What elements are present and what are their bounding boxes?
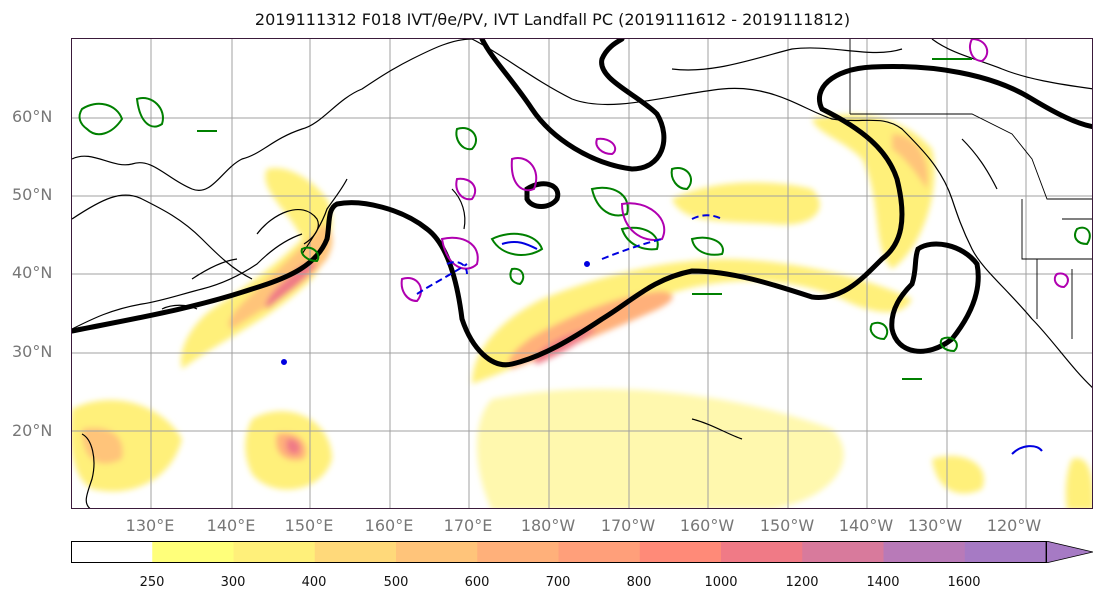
colorbar-cell <box>477 541 559 563</box>
lat-label-30n: 30°N <box>12 342 53 361</box>
lon-label-140e: 140°E <box>206 516 256 535</box>
ivt-band-central <box>472 259 912 384</box>
colorbar-tick-1400: 1400 <box>866 575 900 590</box>
lon-label-150w: 150°W <box>759 516 815 535</box>
colorbar-tick-300: 300 <box>220 575 246 590</box>
colorbar-cell <box>396 541 478 563</box>
ivt-south-central <box>477 389 844 508</box>
colorbar-cell <box>639 541 722 563</box>
theta-e-contours <box>78 58 1091 380</box>
ivt-band-coast <box>812 114 935 269</box>
colorbar-tick-1600: 1600 <box>947 575 981 590</box>
colorbar-tick-500: 500 <box>383 575 409 590</box>
ivt-south-east <box>932 455 984 494</box>
colorbar-tick-800: 800 <box>626 575 652 590</box>
lon-label-160e: 160°E <box>364 516 414 535</box>
colorbar-tick-250: 250 <box>139 575 165 590</box>
map-panel <box>71 38 1093 509</box>
lat-label-20n: 20°N <box>12 421 53 440</box>
political-borders <box>849 39 1092 339</box>
lon-label-120w: 120°W <box>986 516 1042 535</box>
ivt-pc-contour <box>72 39 1092 368</box>
colorbar-cell <box>314 541 397 563</box>
colorbar-cell <box>71 541 153 563</box>
colorbar-tick-1200: 1200 <box>785 575 819 590</box>
map-canvas <box>72 39 1092 508</box>
colorbar-extend-arrow <box>1045 541 1093 563</box>
lat-label-50n: 50°N <box>12 185 53 204</box>
colorbar-cell <box>964 541 1047 563</box>
ivt-tropical-west <box>72 400 182 492</box>
colorbar-cell <box>721 541 803 563</box>
lon-label-160w: 160°W <box>679 516 735 535</box>
lon-label-170e: 170°E <box>443 516 493 535</box>
colorbar-cell <box>558 541 641 563</box>
colorbar-cell <box>802 541 884 563</box>
colorbar-tick-400: 400 <box>301 575 327 590</box>
lon-label-140w: 140°W <box>838 516 894 535</box>
lat-label-60n: 60°N <box>12 107 53 126</box>
lon-label-170w: 170°W <box>600 516 656 535</box>
colorbar-tick-700: 700 <box>545 575 571 590</box>
colorbar-cell <box>233 541 316 563</box>
ivt-core-coast <box>892 134 928 189</box>
colorbar-outline <box>71 541 1047 563</box>
lon-label-150e: 150°E <box>284 516 334 535</box>
ivt-band-west <box>181 168 332 369</box>
ivt-band-northeast <box>672 182 820 225</box>
ivt-max-central <box>534 328 597 364</box>
coastlines <box>72 39 1092 508</box>
lon-label-130w: 130°W <box>907 516 963 535</box>
colorbar-cell <box>152 541 234 563</box>
colorbar-tick-1000: 1000 <box>704 575 738 590</box>
map-title: 2019111312 F018 IVT/θe/PV, IVT Landfall … <box>254 10 851 29</box>
pv-negative-contours <box>281 214 1043 455</box>
colorbar-cell <box>883 541 966 563</box>
ivt-tropical-core <box>82 427 123 464</box>
lon-label-130e: 130°E <box>125 516 175 535</box>
colorbar-tick-600: 600 <box>464 575 490 590</box>
lat-label-40n: 40°N <box>12 263 53 282</box>
pv-positive-contours <box>400 39 1069 303</box>
ivt-south-edge <box>1065 458 1092 508</box>
ivt-typhoon-eye <box>286 438 301 455</box>
colorbar <box>71 541 1093 563</box>
lon-label-180w: 180°W <box>520 516 576 535</box>
